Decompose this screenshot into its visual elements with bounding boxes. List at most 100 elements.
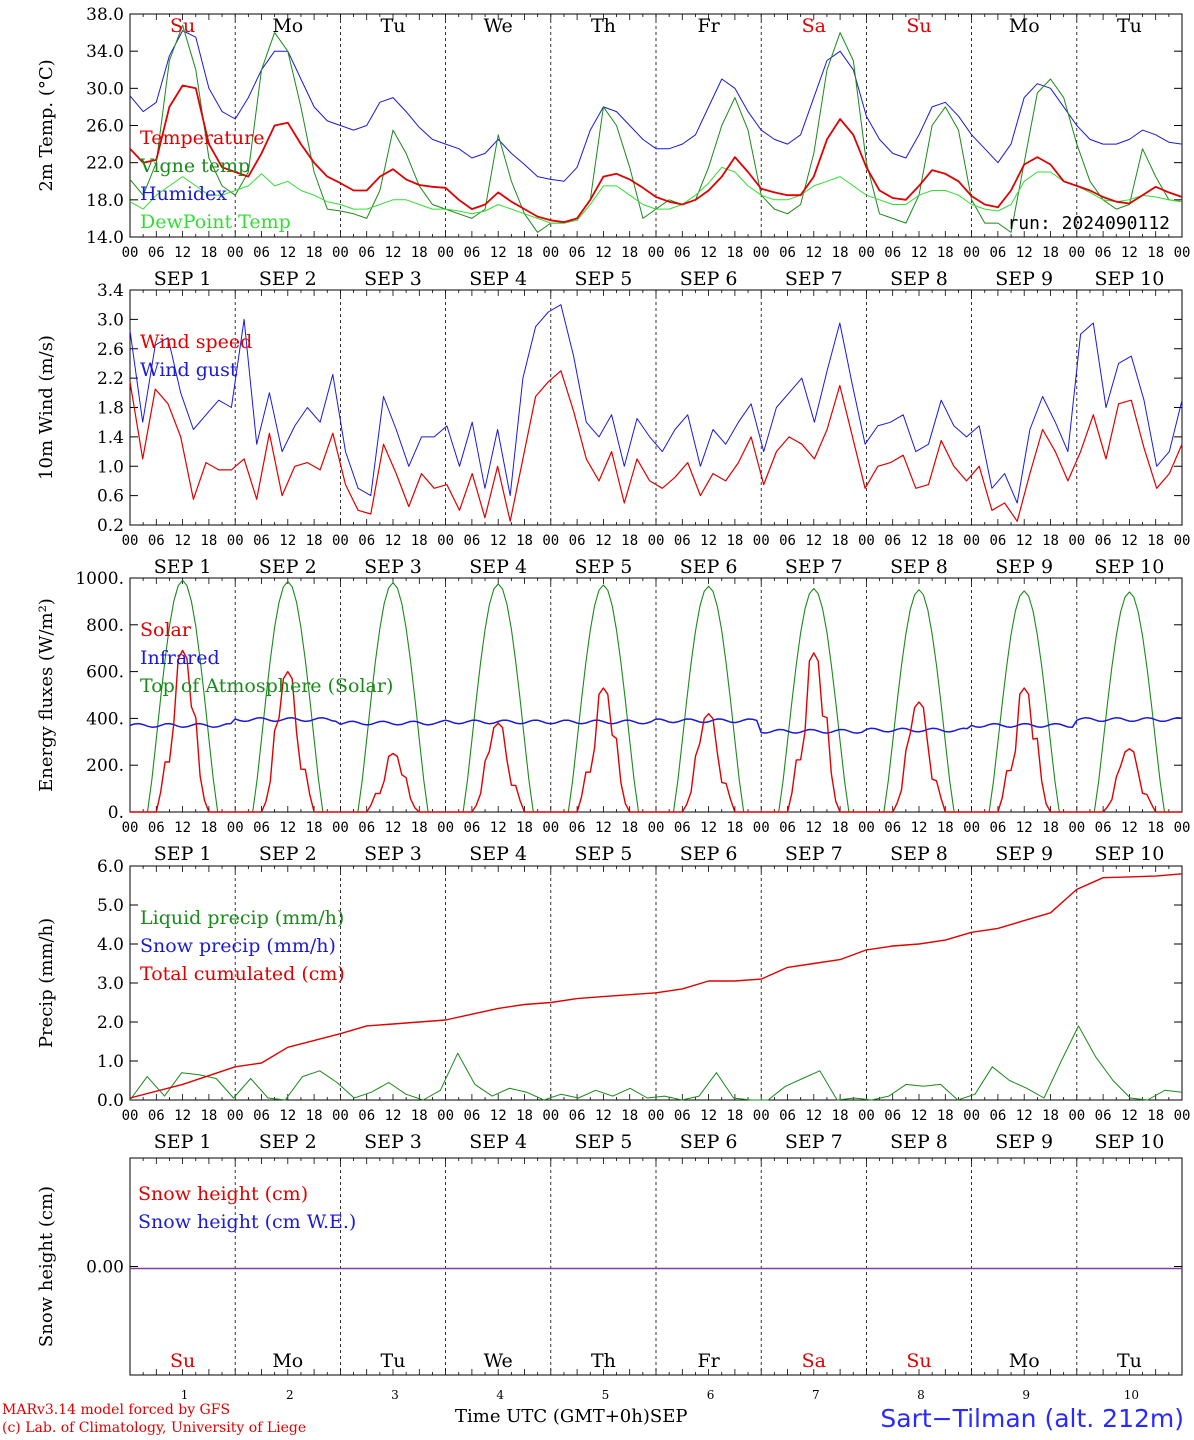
hour-tick-label: 18 [726, 1108, 743, 1124]
hour-tick-label: 12 [911, 245, 928, 261]
y-axis-label: Precip (mm/h) [36, 918, 57, 1048]
y-tick-label: 1.0 [97, 1052, 124, 1072]
hour-tick-label: 00 [753, 533, 770, 549]
hour-tick-label: 12 [595, 245, 612, 261]
weekday-label: Su [906, 15, 931, 37]
legend-entry: Total cumulated (cm) [140, 963, 345, 985]
total-cumulated-line [129, 873, 1183, 1099]
hour-tick-label: 00 [122, 1108, 139, 1124]
hour-tick-label: 00 [1068, 1108, 1085, 1124]
hour-tick-label: 06 [1095, 245, 1112, 261]
date-label: SEP 6 [680, 556, 738, 578]
hour-tick-label: 18 [516, 533, 533, 549]
legend-entry: Top of Atmosphere (Solar) [140, 675, 393, 697]
hour-tick-label: 18 [306, 533, 323, 549]
date-label: SEP 3 [364, 556, 422, 578]
hour-tick-label: 06 [569, 245, 586, 261]
date-label: SEP 8 [890, 843, 948, 865]
y-tick-label: 1.4 [97, 428, 124, 448]
hour-tick-label: 06 [989, 820, 1006, 836]
hour-tick-label: 00 [648, 1108, 665, 1124]
hour-tick-label: 12 [1121, 820, 1138, 836]
day-number-label: 10 [1124, 1388, 1139, 1402]
hour-tick-label: 18 [1147, 533, 1164, 549]
date-label: SEP 10 [1094, 1131, 1164, 1153]
weekday-label: Fr [697, 15, 720, 37]
hour-tick-label: 00 [648, 820, 665, 836]
date-label: SEP 9 [995, 268, 1053, 290]
hour-tick-label: 06 [253, 820, 270, 836]
y-tick-label: 18.0 [86, 191, 124, 211]
legend-entry: Wind speed [140, 331, 252, 353]
hour-tick-label: 12 [279, 1108, 296, 1124]
date-label: SEP 6 [680, 1131, 738, 1153]
hour-tick-label: 00 [648, 245, 665, 261]
hour-tick-label: 00 [963, 533, 980, 549]
y-tick-label: 4.0 [97, 935, 124, 955]
wind-gust-line [129, 304, 1183, 504]
hour-tick-label: 12 [700, 533, 717, 549]
hour-tick-label: 00 [1174, 1108, 1191, 1124]
weekday-label: Su [170, 15, 195, 37]
hour-tick-label: 00 [437, 820, 454, 836]
hour-tick-label: 00 [542, 533, 559, 549]
y-tick-label: 3.4 [97, 281, 124, 301]
hour-tick-label: 00 [542, 245, 559, 261]
y-tick-label: 2.6 [97, 340, 124, 360]
time-axis-label: Time UTC (GMT+0h)SEP [455, 1406, 688, 1427]
date-label: SEP 1 [154, 1131, 212, 1153]
hour-tick-label: 06 [463, 245, 480, 261]
hour-tick-label: 00 [1174, 533, 1191, 549]
hour-tick-label: 00 [963, 1108, 980, 1124]
hour-tick-label: 00 [1068, 533, 1085, 549]
solar-line [130, 649, 1182, 813]
panel-energy: 0. 200. 400. 600. 800. 1000. Energy fluxes (W/… [36, 569, 1190, 865]
hour-tick-label: 12 [911, 820, 928, 836]
date-label: SEP 1 [154, 268, 212, 290]
hour-tick-label: 18 [621, 1108, 638, 1124]
weekday-label: Su [906, 1350, 931, 1372]
weekday-label: We [484, 15, 513, 37]
date-label: SEP 4 [469, 1131, 527, 1153]
hour-tick-label: 12 [1121, 245, 1138, 261]
hour-tick-label: 18 [516, 1108, 533, 1124]
hour-tick-label: 06 [253, 533, 270, 549]
hour-tick-label: 18 [937, 245, 954, 261]
hour-tick-label: 12 [911, 533, 928, 549]
hour-tick-label: 18 [1042, 245, 1059, 261]
hour-tick-label: 06 [884, 245, 901, 261]
hour-tick-label: 06 [779, 533, 796, 549]
y-tick-label: 1.0 [97, 457, 124, 477]
y-tick-label: 2.2 [97, 369, 124, 389]
hour-tick-label: 06 [779, 820, 796, 836]
hour-tick-label: 18 [411, 820, 428, 836]
hour-tick-label: 18 [1147, 820, 1164, 836]
y-tick-label: 6.0 [97, 857, 124, 877]
hour-tick-label: 18 [726, 245, 743, 261]
date-label: SEP 7 [785, 1131, 843, 1153]
weekday-label: Th [591, 15, 616, 37]
hour-tick-label: 12 [805, 245, 822, 261]
hour-tick-label: 00 [227, 1108, 244, 1124]
date-label: SEP 6 [680, 843, 738, 865]
weekday-label: Tu [1117, 15, 1142, 37]
hour-tick-label: 18 [621, 245, 638, 261]
hour-tick-label: 00 [542, 820, 559, 836]
legend-entry: Snow height (cm W.E.) [138, 1211, 356, 1233]
hour-tick-label: 12 [805, 533, 822, 549]
hour-tick-label: 18 [726, 820, 743, 836]
hour-tick-label: 12 [805, 820, 822, 836]
hour-tick-label: 12 [279, 820, 296, 836]
legend-entry: Infrared [140, 647, 220, 669]
y-axis-label: 10m Wind (m/s) [36, 335, 57, 480]
date-label: SEP 10 [1094, 843, 1164, 865]
y-tick-label: 200. [86, 756, 124, 776]
y-axis-label: 2m Temp. (°C) [36, 59, 57, 191]
hour-tick-label: 12 [595, 820, 612, 836]
hour-tick-label: 00 [437, 245, 454, 261]
wind-speed-line [129, 370, 1183, 522]
date-label: SEP 2 [259, 556, 317, 578]
hour-tick-label: 18 [1042, 1108, 1059, 1124]
hour-tick-label: 18 [621, 533, 638, 549]
hour-tick-label: 00 [753, 820, 770, 836]
